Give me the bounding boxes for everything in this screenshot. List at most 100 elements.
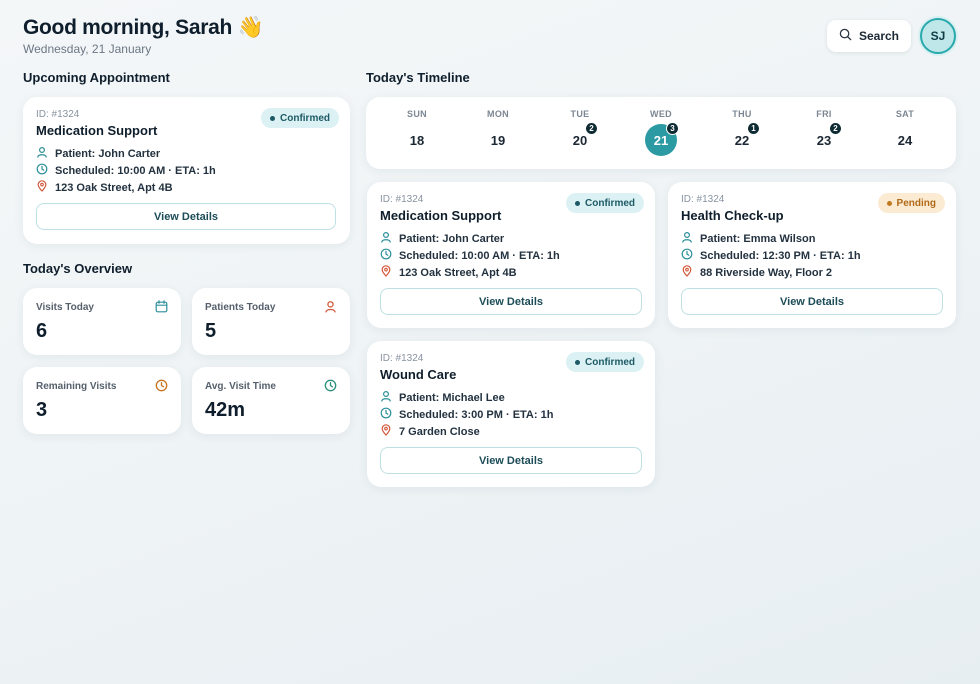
day-mon[interactable]: MON 19 xyxy=(468,97,528,169)
day-tue[interactable]: TUE 20 2 xyxy=(550,97,610,169)
address-text: 123 Oak Street, Apt 4B xyxy=(399,266,517,279)
appointment-title: Medication Support xyxy=(380,208,502,223)
user-icon xyxy=(324,300,337,318)
day-number: 22 xyxy=(734,133,750,148)
clock-icon xyxy=(380,407,392,422)
stat-card-remaining-visits: Remaining Visits 3 xyxy=(23,367,181,434)
status-dot-icon xyxy=(270,115,275,121)
day-number: 23 xyxy=(816,133,832,148)
appointment-title: Medication Support xyxy=(36,123,158,138)
user-icon xyxy=(681,231,693,246)
timeline-appointment-card: ID: #1324 Wound Care Confirmed Patient: … xyxy=(367,341,655,487)
week-calendar-strip: SUN 18 MON 19 TUE 20 2 WED 21 3 THU 22 1… xyxy=(366,97,956,169)
address-row: 123 Oak Street, Apt 4B xyxy=(380,265,517,280)
day-sun[interactable]: SUN 18 xyxy=(387,97,447,169)
view-details-button[interactable]: View Details xyxy=(380,288,642,315)
address-text: 88 Riverside Way, Floor 2 xyxy=(700,266,833,279)
stat-value: 42m xyxy=(205,399,246,421)
timeline-appointment-card: ID: #1324 Health Check-up Pending Patien… xyxy=(668,182,956,328)
schedule-text: Scheduled: 3:00 PM · ETA: 1h xyxy=(399,408,554,421)
stat-value: 3 xyxy=(36,399,48,421)
status-badge: Confirmed xyxy=(261,108,339,128)
address-row: 123 Oak Street, Apt 4B xyxy=(36,180,173,195)
overview-section-title: Today's Overview xyxy=(23,261,133,276)
view-details-button[interactable]: View Details xyxy=(681,288,943,315)
appointment-id: ID: #1324 xyxy=(681,194,725,205)
upcoming-section-title: Upcoming Appointment xyxy=(23,70,170,85)
search-button[interactable]: Search xyxy=(827,20,911,52)
status-label: Pending xyxy=(896,197,936,209)
day-name: TUE xyxy=(570,109,590,119)
status-dot-icon xyxy=(886,200,892,206)
day-wed[interactable]: WED 21 3 xyxy=(631,97,691,169)
day-name: THU xyxy=(732,109,752,119)
patient-row: Patient: Emma Wilson xyxy=(681,231,815,246)
greeting-title: Good morning, Sarah 👋 xyxy=(23,16,264,39)
schedule-text: Scheduled: 12:30 PM · ETA: 1h xyxy=(700,249,861,262)
day-name: FRI xyxy=(816,109,832,119)
schedule-text: Scheduled: 10:00 AM · ETA: 1h xyxy=(55,164,216,177)
day-number: 24 xyxy=(897,133,913,148)
schedule-row: Scheduled: 10:00 AM · ETA: 1h xyxy=(380,248,560,263)
patient-row: Patient: Michael Lee xyxy=(380,390,505,405)
patient-name: Patient: Emma Wilson xyxy=(700,232,816,245)
view-details-button[interactable]: View Details xyxy=(36,203,336,230)
patient-name: Patient: Michael Lee xyxy=(399,391,505,404)
day-name: SUN xyxy=(407,109,427,119)
appointment-count-badge: 1 xyxy=(747,122,760,135)
stat-label: Visits Today xyxy=(36,302,94,313)
stat-card-patients-today: Patients Today 5 xyxy=(192,288,350,355)
schedule-row: Scheduled: 10:00 AM · ETA: 1h xyxy=(36,163,216,178)
stat-value: 6 xyxy=(36,320,48,342)
status-badge: Confirmed xyxy=(566,193,644,213)
location-pin-icon xyxy=(681,265,693,280)
status-label: Confirmed xyxy=(585,197,635,209)
appointment-count-badge: 2 xyxy=(585,122,598,135)
calendar-icon xyxy=(155,300,168,318)
schedule-text: Scheduled: 10:00 AM · ETA: 1h xyxy=(399,249,560,262)
view-details-button[interactable]: View Details xyxy=(380,447,642,474)
timeline-section-title: Today's Timeline xyxy=(366,70,470,85)
address-row: 88 Riverside Way, Floor 2 xyxy=(681,265,832,280)
timeline-appointment-card: ID: #1324 Medication Support Confirmed P… xyxy=(367,182,655,328)
appointment-id: ID: #1324 xyxy=(380,194,424,205)
status-label: Confirmed xyxy=(280,112,330,124)
status-badge: Pending xyxy=(877,193,945,213)
schedule-row: Scheduled: 12:30 PM · ETA: 1h xyxy=(681,248,861,263)
day-name: MON xyxy=(487,109,509,119)
patient-name: Patient: John Carter xyxy=(399,232,505,245)
stat-value: 5 xyxy=(205,320,217,342)
search-label: Search xyxy=(858,29,900,43)
status-dot-icon xyxy=(575,359,580,365)
status-badge: Confirmed xyxy=(566,352,644,372)
day-name: WED xyxy=(650,109,672,119)
day-fri[interactable]: FRI 23 2 xyxy=(794,97,854,169)
address-text: 7 Garden Close xyxy=(399,425,480,438)
location-pin-icon xyxy=(36,180,48,195)
appointment-count-badge: 2 xyxy=(829,122,842,135)
appointment-title: Wound Care xyxy=(380,367,457,382)
day-number: 21 xyxy=(653,133,669,148)
clock-icon xyxy=(36,163,48,178)
upcoming-appointment-card: ID: #1324 Medication Support Confirmed P… xyxy=(23,97,350,244)
patient-row: Patient: John Carter xyxy=(36,146,160,161)
clock-icon xyxy=(681,248,693,263)
day-thu[interactable]: THU 22 1 xyxy=(712,97,772,169)
appointment-title: Health Check-up xyxy=(681,208,784,223)
clock-icon xyxy=(155,379,168,397)
stat-label: Avg. Visit Time xyxy=(205,381,276,392)
day-name: SAT xyxy=(895,109,915,119)
schedule-row: Scheduled: 3:00 PM · ETA: 1h xyxy=(380,407,553,422)
current-date: Wednesday, 21 January xyxy=(23,42,152,56)
clock-icon xyxy=(324,379,337,397)
status-dot-icon xyxy=(575,200,580,206)
stat-label: Patients Today xyxy=(205,302,276,313)
location-pin-icon xyxy=(380,265,392,280)
patient-row: Patient: John Carter xyxy=(380,231,504,246)
day-number: 19 xyxy=(490,133,506,148)
stat-card-visits-today: Visits Today 6 xyxy=(23,288,181,355)
avatar[interactable]: SJ xyxy=(920,18,956,54)
day-sat[interactable]: SAT 24 xyxy=(875,97,935,169)
day-number: 20 xyxy=(572,133,588,148)
appointment-id: ID: #1324 xyxy=(36,109,80,120)
